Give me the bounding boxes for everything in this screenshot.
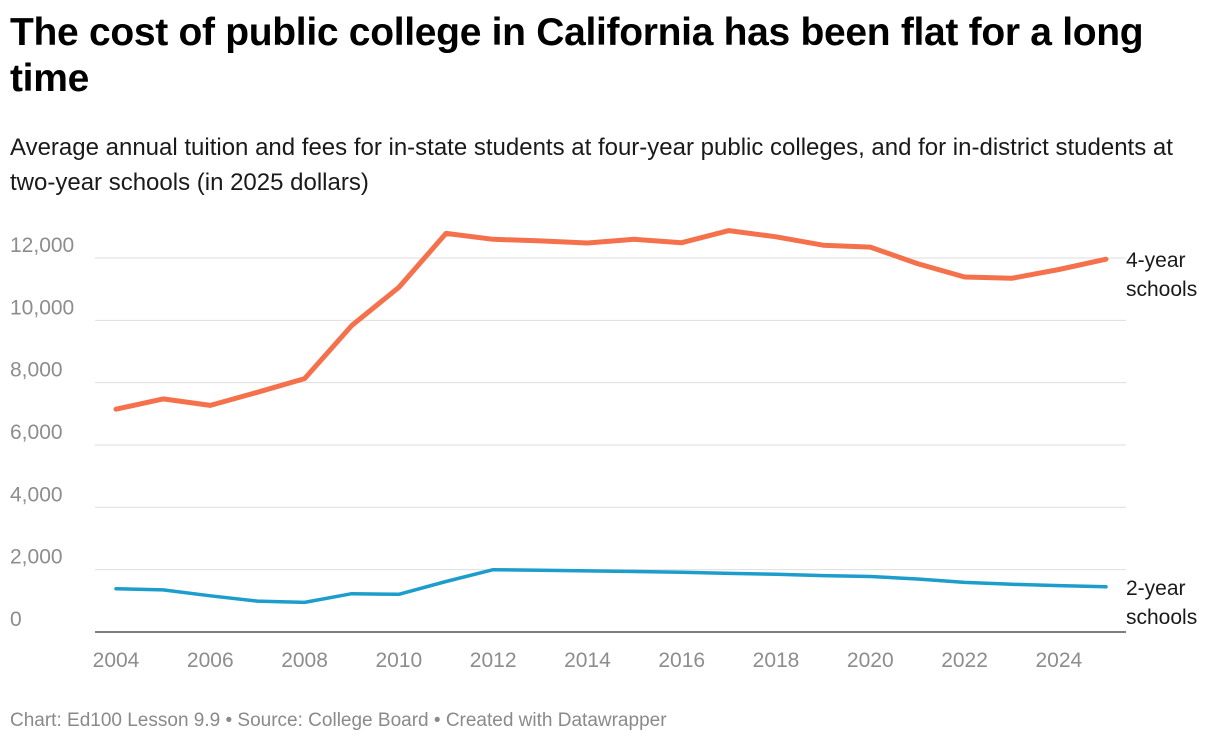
series-label: schools: [1126, 606, 1197, 629]
x-tick-label: 2014: [564, 649, 611, 672]
x-tick-label: 2018: [753, 649, 800, 672]
series-lines: [113, 228, 1109, 605]
y-axis-ticks: 0 2,000 4,000 6,000 8,000 10,000 12,000: [10, 234, 74, 631]
x-tick-label: 2010: [375, 649, 422, 672]
y-tick-label: 10,000: [10, 296, 74, 319]
footer-created: Created with Datawrapper: [445, 710, 667, 731]
x-tick-label: 2024: [1035, 649, 1082, 672]
x-tick-label: 2008: [281, 649, 328, 672]
y-tick-label: 12,000: [10, 234, 74, 257]
series-line-2-year: [114, 567, 1108, 605]
y-tick-label: 6,000: [10, 421, 63, 444]
chart-footer: Chart: Ed100 Lesson 9.9 • Source: Colleg…: [10, 710, 667, 732]
x-axis-ticks: 2004 2006 2008 2010 2012 2014 2016 2018 2020 2022…: [93, 649, 1083, 672]
series-label: 4-year: [1126, 249, 1186, 272]
y-tick-label: 8,000: [10, 359, 63, 382]
y-tick-label: 2,000: [10, 546, 63, 569]
chart-subtitle: Average annual tuition and fees for in-s…: [10, 134, 1173, 196]
x-tick-label: 2004: [93, 649, 140, 672]
series-labels: 4-year schools 2-year schools: [1126, 249, 1197, 629]
series-label: schools: [1126, 278, 1197, 301]
footer-source: Source: College Board: [237, 710, 429, 731]
x-tick-label: 2020: [847, 649, 894, 672]
series-label: 2-year: [1126, 577, 1186, 600]
footer-separator: •: [433, 710, 441, 731]
series-line-4-year: [113, 228, 1109, 412]
gridlines: [95, 257, 1126, 571]
x-tick-label: 2022: [941, 649, 988, 672]
y-tick-label: 4,000: [10, 483, 63, 506]
x-tick-label: 2006: [187, 649, 234, 672]
footer-credit: Chart: Ed100 Lesson 9.9: [10, 710, 221, 731]
chart-title: The cost of public college in California…: [10, 11, 1144, 100]
x-tick-label: 2012: [470, 649, 517, 672]
footer-separator: •: [225, 710, 233, 731]
x-tick-label: 2016: [658, 649, 705, 672]
y-tick-label: 0: [10, 608, 22, 631]
